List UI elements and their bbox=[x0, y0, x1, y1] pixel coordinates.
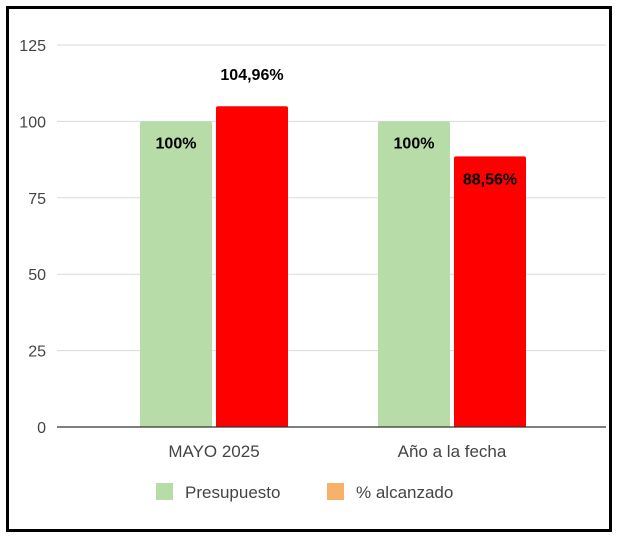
y-tick-label-125: 125 bbox=[19, 38, 46, 55]
data-label-presupuesto-ano-a-la-fecha: 100% bbox=[394, 135, 435, 152]
bar-alcanzado-mayo-2025 bbox=[216, 106, 288, 427]
legend-swatch-alcanzado bbox=[327, 483, 344, 500]
bar-presupuesto-ano-a-la-fecha bbox=[378, 121, 450, 428]
bar-alcanzado-ano-a-la-fecha bbox=[454, 156, 526, 427]
legend-swatch-presupuesto bbox=[156, 483, 173, 500]
x-tick-label-mayo-2025: MAYO 2025 bbox=[168, 442, 259, 461]
legend-label-presupuesto: Presupuesto bbox=[185, 483, 280, 502]
legend-label-alcanzado: % alcanzado bbox=[356, 483, 453, 502]
y-axis-ticks: 0 25 50 75 100 125 bbox=[19, 38, 46, 437]
legend: Presupuesto % alcanzado bbox=[156, 483, 453, 502]
bars bbox=[140, 106, 526, 428]
bar-presupuesto-mayo-2025 bbox=[140, 121, 212, 428]
data-labels: 100% 104,96% 100% 88,56% bbox=[156, 67, 518, 188]
x-tick-label-ano-a-la-fecha: Año a la fecha bbox=[398, 442, 507, 461]
data-label-alcanzado-ano-a-la-fecha: 88,56% bbox=[463, 171, 517, 188]
data-label-presupuesto-mayo-2025: 100% bbox=[156, 135, 197, 152]
y-tick-label-75: 75 bbox=[28, 191, 46, 208]
y-tick-label-25: 25 bbox=[28, 344, 46, 361]
y-tick-label-100: 100 bbox=[19, 114, 46, 131]
y-tick-label-50: 50 bbox=[28, 267, 46, 284]
data-label-alcanzado-mayo-2025: 104,96% bbox=[220, 67, 283, 84]
category-labels: MAYO 2025 Año a la fecha bbox=[168, 442, 507, 461]
y-tick-label-0: 0 bbox=[37, 420, 46, 437]
